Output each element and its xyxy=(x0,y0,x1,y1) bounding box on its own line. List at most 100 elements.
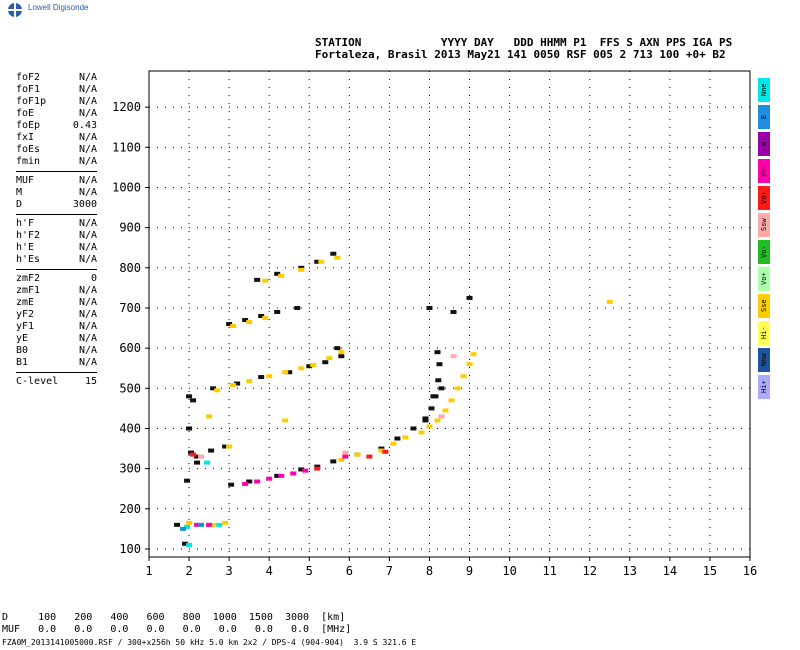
param-value: N/A xyxy=(78,84,97,95)
x-tick-label: 5 xyxy=(306,564,313,578)
legend-swatch: W xyxy=(758,132,770,156)
echo-point xyxy=(366,454,373,459)
echo-point xyxy=(278,273,285,278)
echo-point xyxy=(262,278,269,283)
echo-point xyxy=(466,295,473,300)
x-tick-label: 10 xyxy=(502,564,516,578)
y-tick-label: 700 xyxy=(119,301,141,315)
legend-label: Nne xyxy=(760,83,768,97)
echo-point xyxy=(428,406,435,411)
echo-point xyxy=(274,309,281,314)
echo-point xyxy=(180,526,187,531)
divider xyxy=(16,214,97,215)
legend-label: E xyxy=(760,114,768,120)
echo-point xyxy=(442,408,449,413)
echo-point xyxy=(206,522,213,527)
y-tick-label: 1200 xyxy=(112,100,141,114)
param-label: h'E xyxy=(16,242,35,253)
footer-file-line: FZA0M_2013141005000.RSF / 300+x256h 50 k… xyxy=(2,638,417,647)
legend-label: Hi+ xyxy=(760,380,768,394)
param-label: yE xyxy=(16,333,29,344)
echo-point xyxy=(418,430,425,435)
param-group-1: foF2 N/A foF1 N/A foF1p N/A foE N/A foEp 0.43 fxI N… xyxy=(16,72,97,168)
echo-point xyxy=(438,414,445,419)
divider xyxy=(16,372,97,373)
param-label: D xyxy=(16,199,23,210)
x-tick-label: 8 xyxy=(426,564,433,578)
param-group-3: h'F N/A h'F2 N/A h'E N/A h'Es N/A xyxy=(16,218,97,266)
echo-point xyxy=(262,316,269,321)
echo-point xyxy=(226,444,233,449)
echo-point xyxy=(266,476,273,481)
echo-point xyxy=(188,450,195,455)
param-row-fof1: foF1 N/A xyxy=(16,84,97,96)
param-value: 0 xyxy=(90,273,97,284)
param-row-foes: foEs N/A xyxy=(16,144,97,156)
echo-point xyxy=(246,479,253,484)
echo-point xyxy=(422,416,429,421)
param-row-fof2: foF2 N/A xyxy=(16,72,97,84)
y-tick-label: 300 xyxy=(119,462,141,476)
legend-swatch: E xyxy=(758,105,770,129)
param-row-he: h'E N/A xyxy=(16,242,97,254)
x-tick-label: 16 xyxy=(743,564,757,578)
param-label: h'F2 xyxy=(16,230,41,241)
echo-point xyxy=(448,398,455,403)
echo-point xyxy=(298,265,305,270)
param-row-hf: h'F N/A xyxy=(16,218,97,230)
param-label: yF1 xyxy=(16,321,35,332)
legend-swatch: Hi+ xyxy=(758,375,770,399)
param-row-foep: foEp 0.43 xyxy=(16,120,97,132)
param-row-yf2: yF2 N/A xyxy=(16,309,97,321)
legend-swatch: Hi- xyxy=(758,321,770,345)
echo-point xyxy=(354,452,361,457)
y-tick-label: 500 xyxy=(119,381,141,395)
param-row-zmf2: zmF2 0 xyxy=(16,273,97,285)
param-value: N/A xyxy=(78,108,97,119)
echo-point xyxy=(258,314,265,319)
param-label: foE xyxy=(16,108,35,119)
echo-point xyxy=(214,388,221,393)
x-tick-label: 7 xyxy=(386,564,393,578)
y-tick-label: 800 xyxy=(119,261,141,275)
echo-point xyxy=(194,454,201,459)
footer-muf-row: MUF 0.0 0.0 0.0 0.0 0.0 0.0 0.0 0.0 [MHz… xyxy=(2,624,352,635)
y-tick-label: 900 xyxy=(119,221,141,235)
x-tick-label: 14 xyxy=(663,564,677,578)
param-label: foEp xyxy=(16,120,41,131)
param-row-zmf1: zmF1 N/A xyxy=(16,285,97,297)
param-value: N/A xyxy=(78,132,97,143)
legend-label: Nnw xyxy=(760,353,768,367)
echo-point xyxy=(222,520,229,525)
echo-point xyxy=(342,454,349,459)
header-line-1: STATION YYYY DAY DDD HHMM P1 FFS S AXN P… xyxy=(315,36,733,49)
legend-swatch: Nne xyxy=(758,78,770,102)
param-label: zmF2 xyxy=(16,273,41,284)
echo-point xyxy=(466,362,473,367)
echo-point xyxy=(246,320,253,325)
param-value: N/A xyxy=(78,285,97,296)
y-tick-label: 1000 xyxy=(112,180,141,194)
param-row-yf1: yF1 N/A xyxy=(16,321,97,333)
param-value: N/A xyxy=(78,333,97,344)
echo-point xyxy=(274,473,281,478)
legend-label: W xyxy=(760,141,768,147)
echo-point xyxy=(190,398,197,403)
legend-swatch: Vo- xyxy=(758,240,770,264)
echo-point xyxy=(242,481,249,486)
legend-label: Vo+ xyxy=(760,272,768,286)
echo-point xyxy=(394,436,401,441)
param-value: N/A xyxy=(78,96,97,107)
param-label: B0 xyxy=(16,345,29,356)
param-label: M xyxy=(16,187,23,198)
param-label: fxI xyxy=(16,132,35,143)
echo-point xyxy=(426,305,433,310)
echo-point xyxy=(450,354,457,359)
param-value: N/A xyxy=(78,357,97,368)
param-group-2: MUF N/A M N/A D 3000 xyxy=(16,175,97,211)
x-tick-label: 6 xyxy=(346,564,353,578)
x-tick-label: 2 xyxy=(185,564,192,578)
x-tick-label: 13 xyxy=(623,564,637,578)
x-tick-label: 12 xyxy=(583,564,597,578)
x-tick-label: 11 xyxy=(542,564,556,578)
